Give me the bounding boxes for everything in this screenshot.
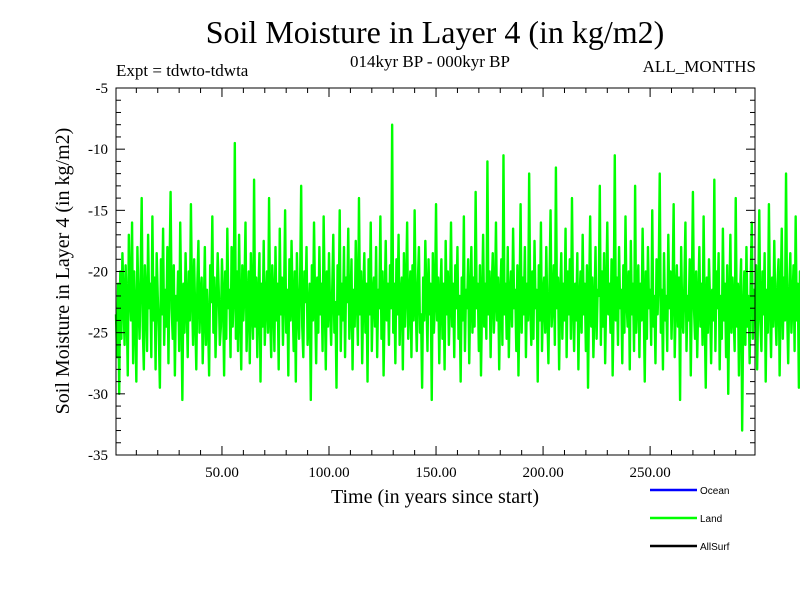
ticks-layer: 50.00 100.00 150.00 200.00 250.00 -35 -30 -25 -2… <box>88 81 755 481</box>
y-tick-label: -10 <box>88 142 108 158</box>
y-axis-label: Soil Moisture in Layer 4 (in kg/m2) <box>52 128 74 415</box>
x-tick-label: 50.00 <box>205 465 239 481</box>
y-tick-label: -35 <box>88 448 108 464</box>
y-tick-label: -15 <box>88 203 108 219</box>
legend: Ocean Land AllSurf <box>650 486 730 553</box>
x-tick-label: 150.00 <box>415 465 456 481</box>
x-tick-label: 200.00 <box>522 465 563 481</box>
y-tick-label: -30 <box>88 387 108 403</box>
series-line-land <box>114 123 800 432</box>
y-tick-label: -20 <box>88 265 108 281</box>
experiment-label: Expt = tdwto-tdwta <box>116 61 249 80</box>
series-layer <box>114 123 800 432</box>
y-tick-label: -25 <box>88 326 108 342</box>
months-label: ALL_MONTHS <box>642 57 756 76</box>
x-axis-label: Time (in years since start) <box>331 486 539 508</box>
x-tick-label: 100.00 <box>308 465 349 481</box>
chart-title: Soil Moisture in Layer 4 (in kg/m2) <box>205 14 665 50</box>
legend-label-land: Land <box>700 514 722 525</box>
legend-label-ocean: Ocean <box>700 486 729 497</box>
legend-label-allsurf: AllSurf <box>700 542 730 553</box>
x-tick-label: 250.00 <box>629 465 670 481</box>
chart-subtitle: 014kyr BP - 000kyr BP <box>350 52 510 71</box>
y-tick-label: -5 <box>96 81 109 97</box>
